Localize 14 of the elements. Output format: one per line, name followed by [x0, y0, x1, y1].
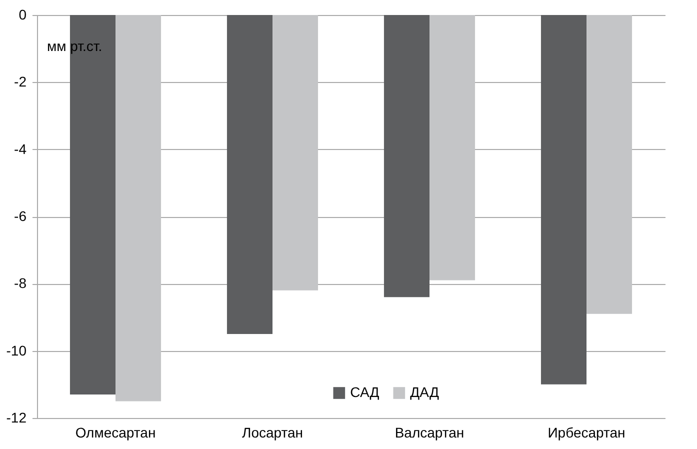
x-tick-label: Олмесартан	[75, 424, 156, 440]
y-tick-label: -10	[6, 342, 27, 358]
y-tick-label: -4	[14, 140, 27, 157]
legend-label: ДАД	[410, 384, 440, 400]
y-tick-label: -12	[6, 410, 27, 426]
y-tick-label: 0	[18, 6, 27, 22]
x-tick-label: Лосартан	[242, 424, 304, 440]
y-tick-label: -6	[14, 208, 27, 224]
y-tick-label: -8	[14, 275, 27, 292]
y-tick-label: -2	[14, 74, 27, 90]
y-axis-title: мм рт.ст.	[47, 38, 102, 54]
x-tick-label: Ирбесартан	[548, 424, 626, 440]
legend-label: САД	[350, 384, 380, 400]
x-tick-label: Валсартан	[394, 424, 464, 440]
